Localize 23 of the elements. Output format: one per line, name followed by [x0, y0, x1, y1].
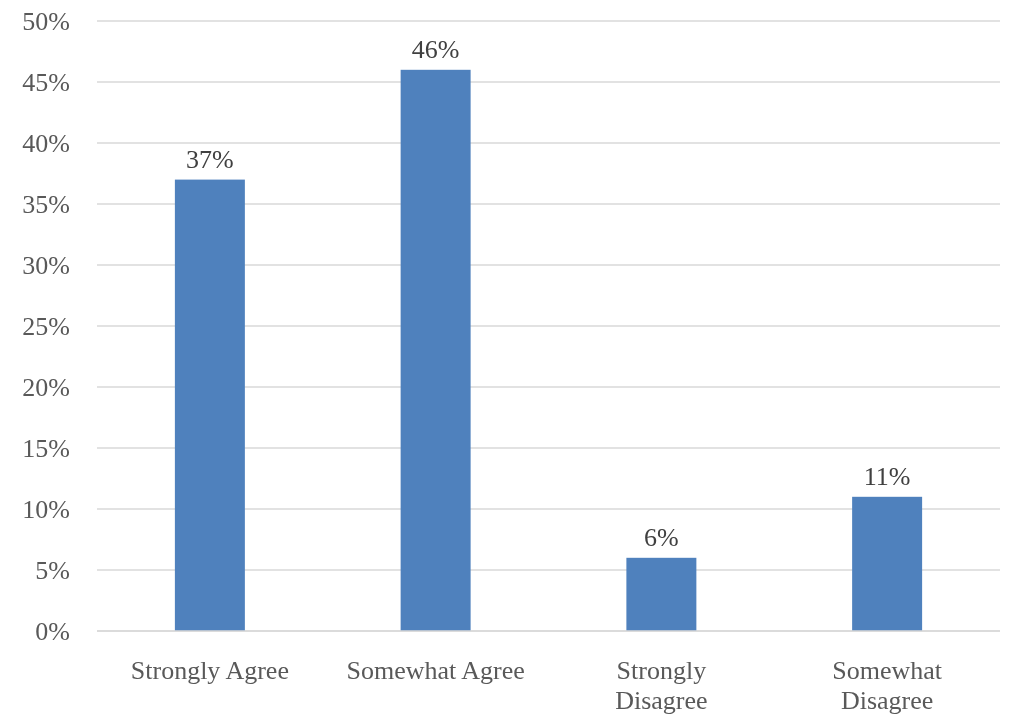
data-label: 37%: [186, 144, 234, 174]
y-tick-label: 20%: [22, 373, 70, 403]
data-label: 6%: [644, 522, 679, 552]
x-tick-label: Strongly Disagree: [615, 656, 708, 715]
y-tick-label: 10%: [22, 495, 70, 525]
data-label: 11%: [863, 461, 911, 491]
y-tick-label: 40%: [22, 129, 70, 159]
y-tick-label: 45%: [22, 68, 70, 98]
y-tick-label: 15%: [22, 434, 70, 464]
bar: [626, 557, 697, 631]
bar: [400, 69, 471, 631]
y-tick-label: 30%: [22, 251, 70, 281]
bar: [174, 179, 245, 631]
x-tick-label: Strongly Agree: [130, 656, 289, 685]
y-tick-label: 50%: [22, 7, 70, 37]
data-label: 46%: [411, 34, 460, 64]
x-tick-label: Somewhat Disagree: [832, 656, 943, 715]
y-tick-label: 0%: [35, 617, 70, 647]
x-tick-label: Somewhat Agree: [346, 656, 525, 685]
y-tick-label: 5%: [35, 556, 70, 586]
y-tick-label: 25%: [22, 312, 70, 342]
bar: [852, 496, 923, 631]
y-tick-label: 35%: [22, 190, 70, 220]
